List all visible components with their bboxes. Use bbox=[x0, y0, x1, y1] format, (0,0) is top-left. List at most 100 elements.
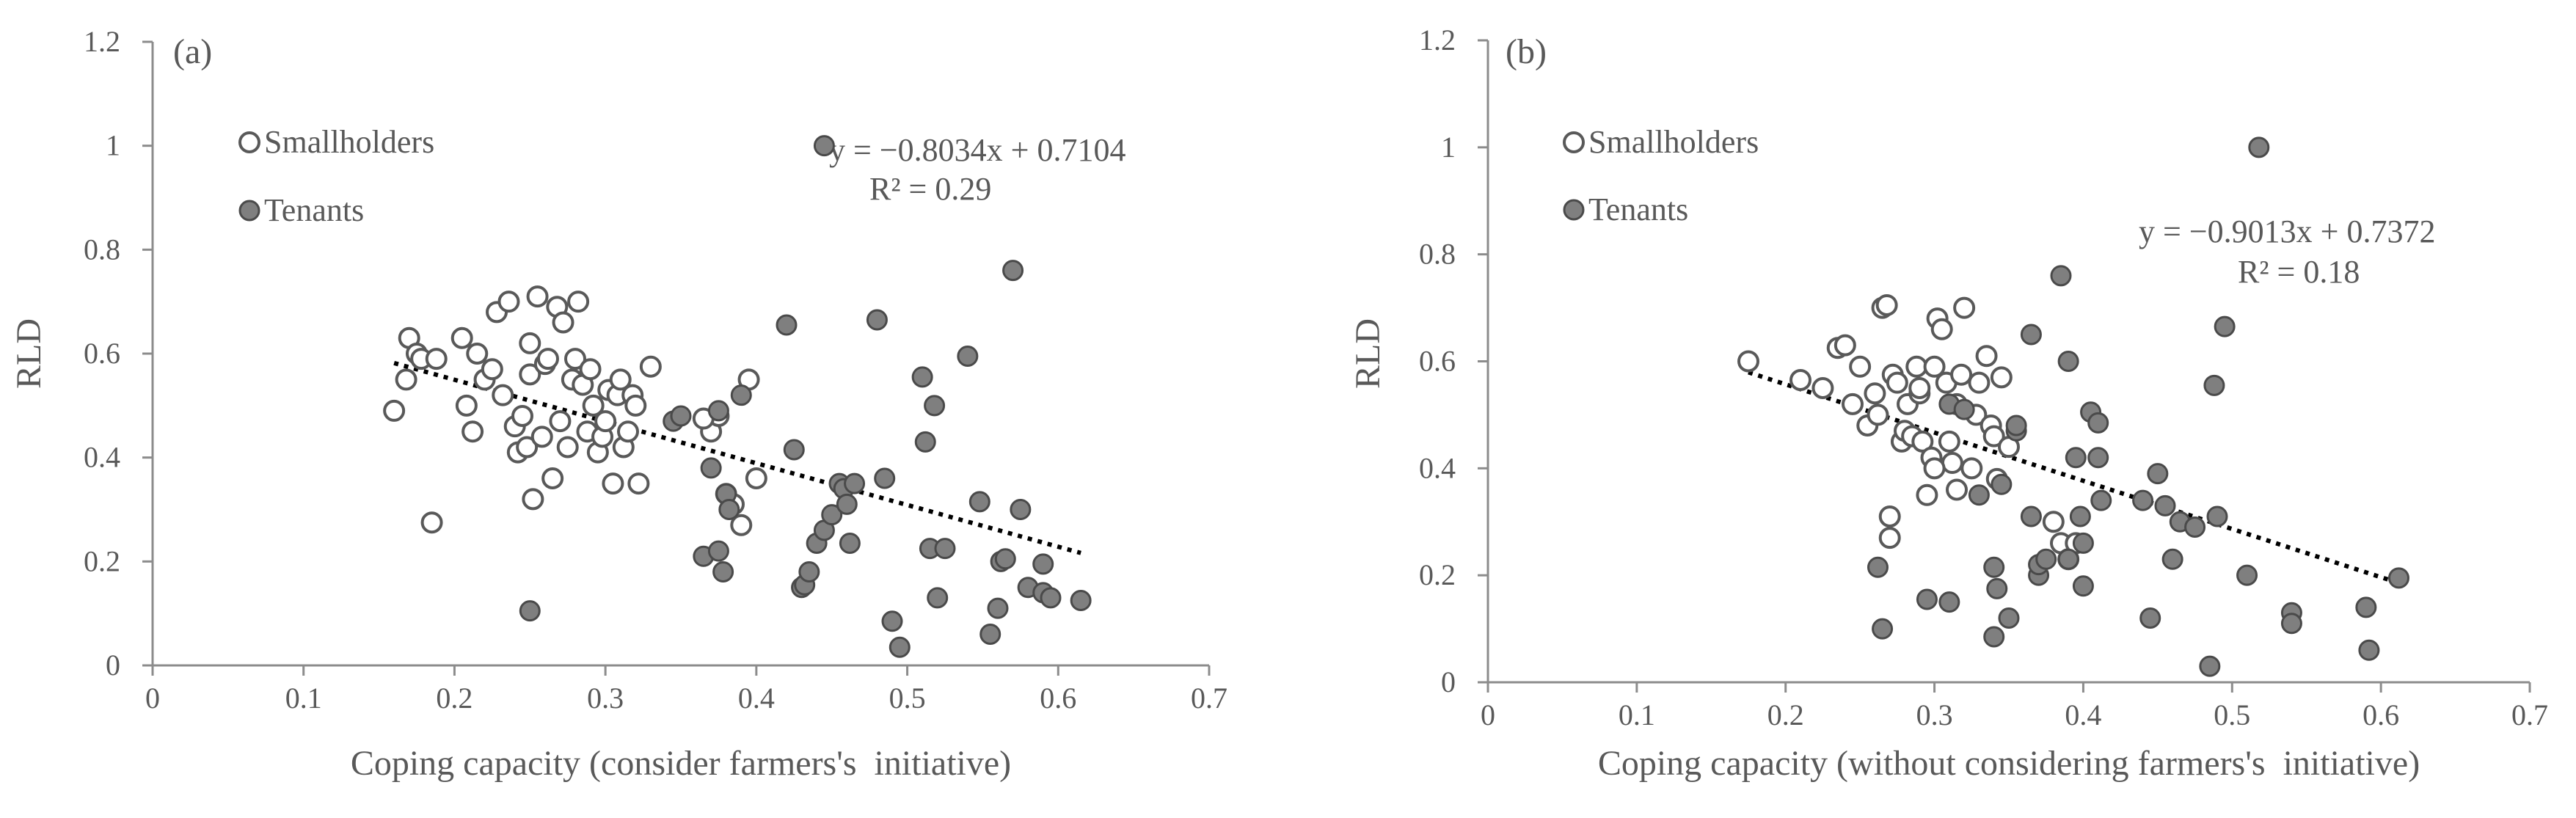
tenant-point bbox=[1032, 553, 1054, 575]
y-tick-label: 0 bbox=[106, 649, 120, 682]
trendline-r2: R² = 0.29 bbox=[869, 171, 991, 207]
y-tick-label: 0.2 bbox=[1419, 558, 1456, 591]
smallholder-point bbox=[564, 348, 586, 370]
y-tick-label: 1 bbox=[1441, 131, 1456, 164]
smallholder-point bbox=[1950, 363, 1973, 386]
smallholder-point bbox=[1941, 452, 1963, 475]
tenant-point bbox=[2020, 324, 2042, 346]
smallholder-point bbox=[582, 394, 605, 417]
tenant-point bbox=[2050, 265, 2072, 287]
tenant-point bbox=[2236, 564, 2258, 586]
x-tick-label: 0.6 bbox=[1040, 682, 1076, 715]
y-tick-label: 0.8 bbox=[84, 233, 120, 266]
smallholder-point bbox=[522, 488, 544, 511]
smallholder-point bbox=[1789, 369, 1811, 392]
x-tick-label: 0.4 bbox=[738, 682, 775, 715]
trendline-r2: R² = 0.18 bbox=[2238, 254, 2360, 290]
legend-label: Smallholders bbox=[1588, 124, 1759, 160]
y-axis-title: RLD bbox=[10, 318, 48, 389]
smallholder-point bbox=[1878, 527, 1901, 549]
tenant-point bbox=[881, 610, 903, 632]
y-tick-label: 0.6 bbox=[1419, 345, 1456, 378]
x-tick-label: 0.2 bbox=[436, 682, 472, 715]
smallholder-point bbox=[455, 394, 478, 417]
tenant-point bbox=[707, 540, 729, 562]
tenant-point bbox=[2069, 505, 2091, 527]
tenant-point bbox=[1983, 626, 2005, 648]
tenant-point bbox=[670, 405, 692, 427]
tenant-point bbox=[866, 309, 888, 331]
smallholder-point bbox=[745, 467, 767, 489]
smallholder-point bbox=[461, 420, 484, 443]
tenant-point bbox=[2154, 494, 2176, 516]
smallholder-point bbox=[1737, 350, 1759, 373]
smallholder-point bbox=[526, 285, 549, 308]
smallholder-point bbox=[567, 291, 590, 313]
smallholder-point bbox=[1960, 457, 1983, 480]
tenant-point bbox=[2035, 548, 2057, 570]
smallholder-point bbox=[627, 472, 650, 495]
smallholder-point bbox=[617, 420, 639, 443]
tenant-point bbox=[968, 491, 990, 513]
tenant-point bbox=[2184, 516, 2206, 538]
tenant-point bbox=[1872, 618, 1894, 640]
x-tick-label: 0.3 bbox=[587, 682, 624, 715]
tenant-point bbox=[730, 384, 752, 406]
smallholder-point bbox=[516, 436, 539, 459]
smallholder-point bbox=[556, 436, 579, 459]
smallholder-point bbox=[1968, 371, 1991, 394]
smallholder-point bbox=[1875, 293, 1898, 316]
smallholder-point bbox=[1938, 430, 1960, 453]
smallholder-point bbox=[602, 472, 624, 495]
tenant-point bbox=[1983, 556, 2005, 578]
tenant-point bbox=[2005, 415, 2027, 437]
tenant-point bbox=[2147, 463, 2169, 485]
smallholder-point bbox=[1908, 376, 1931, 399]
smallholder-point bbox=[1849, 355, 1872, 378]
legend-label: Tenants bbox=[264, 192, 364, 228]
tenant-point bbox=[2072, 575, 2094, 597]
smallholder-point bbox=[1975, 345, 1998, 368]
smallholder-point bbox=[1867, 403, 1889, 426]
smallholder-point bbox=[536, 348, 559, 370]
y-tick-label: 0.4 bbox=[1419, 451, 1456, 484]
tenant-point bbox=[1938, 591, 1960, 613]
tenant-point bbox=[2248, 136, 2270, 158]
smallholder-point bbox=[1864, 382, 1886, 405]
tenant-point bbox=[2214, 315, 2236, 337]
tenant-point bbox=[844, 472, 866, 494]
smallholder-point bbox=[1923, 457, 1946, 480]
tenant-point bbox=[927, 587, 949, 609]
y-tick-label: 0.8 bbox=[1419, 238, 1456, 271]
tenant-point bbox=[889, 636, 911, 658]
x-axis-title: Coping capacity (without considering far… bbox=[1598, 744, 2420, 783]
y-tick-label: 0.6 bbox=[84, 337, 120, 370]
smallholder-point bbox=[579, 358, 602, 381]
tenant-point bbox=[1953, 398, 1975, 420]
smallholder-point bbox=[549, 410, 572, 433]
x-tick-label: 0.2 bbox=[1767, 698, 1804, 731]
legend-marker bbox=[1563, 199, 1585, 221]
tenant-point bbox=[836, 493, 858, 515]
smallholder-point bbox=[450, 326, 473, 349]
smallholder-point bbox=[1842, 392, 1864, 415]
smallholder-point bbox=[552, 311, 574, 334]
tenant-point bbox=[1916, 588, 1938, 610]
smallholder-point bbox=[1946, 478, 1968, 501]
x-tick-label: 0.6 bbox=[2362, 698, 2399, 731]
smallholder-point bbox=[1930, 318, 1953, 340]
y-tick-label: 1.2 bbox=[84, 25, 120, 58]
legend-label: Tenants bbox=[1588, 191, 1688, 227]
tenant-point bbox=[874, 467, 896, 489]
tenant-point bbox=[712, 561, 734, 583]
smallholder-point bbox=[1878, 505, 1901, 527]
smallholder-point bbox=[2042, 511, 2065, 533]
smallholder-point bbox=[383, 399, 406, 422]
tenant-point bbox=[2206, 505, 2228, 527]
tenant-point bbox=[776, 314, 798, 336]
smallholder-point bbox=[639, 355, 662, 378]
tenant-point bbox=[2387, 567, 2409, 589]
x-tick-label: 0.5 bbox=[2214, 698, 2250, 731]
tenant-point bbox=[798, 561, 820, 583]
smallholder-point bbox=[1886, 371, 1908, 394]
